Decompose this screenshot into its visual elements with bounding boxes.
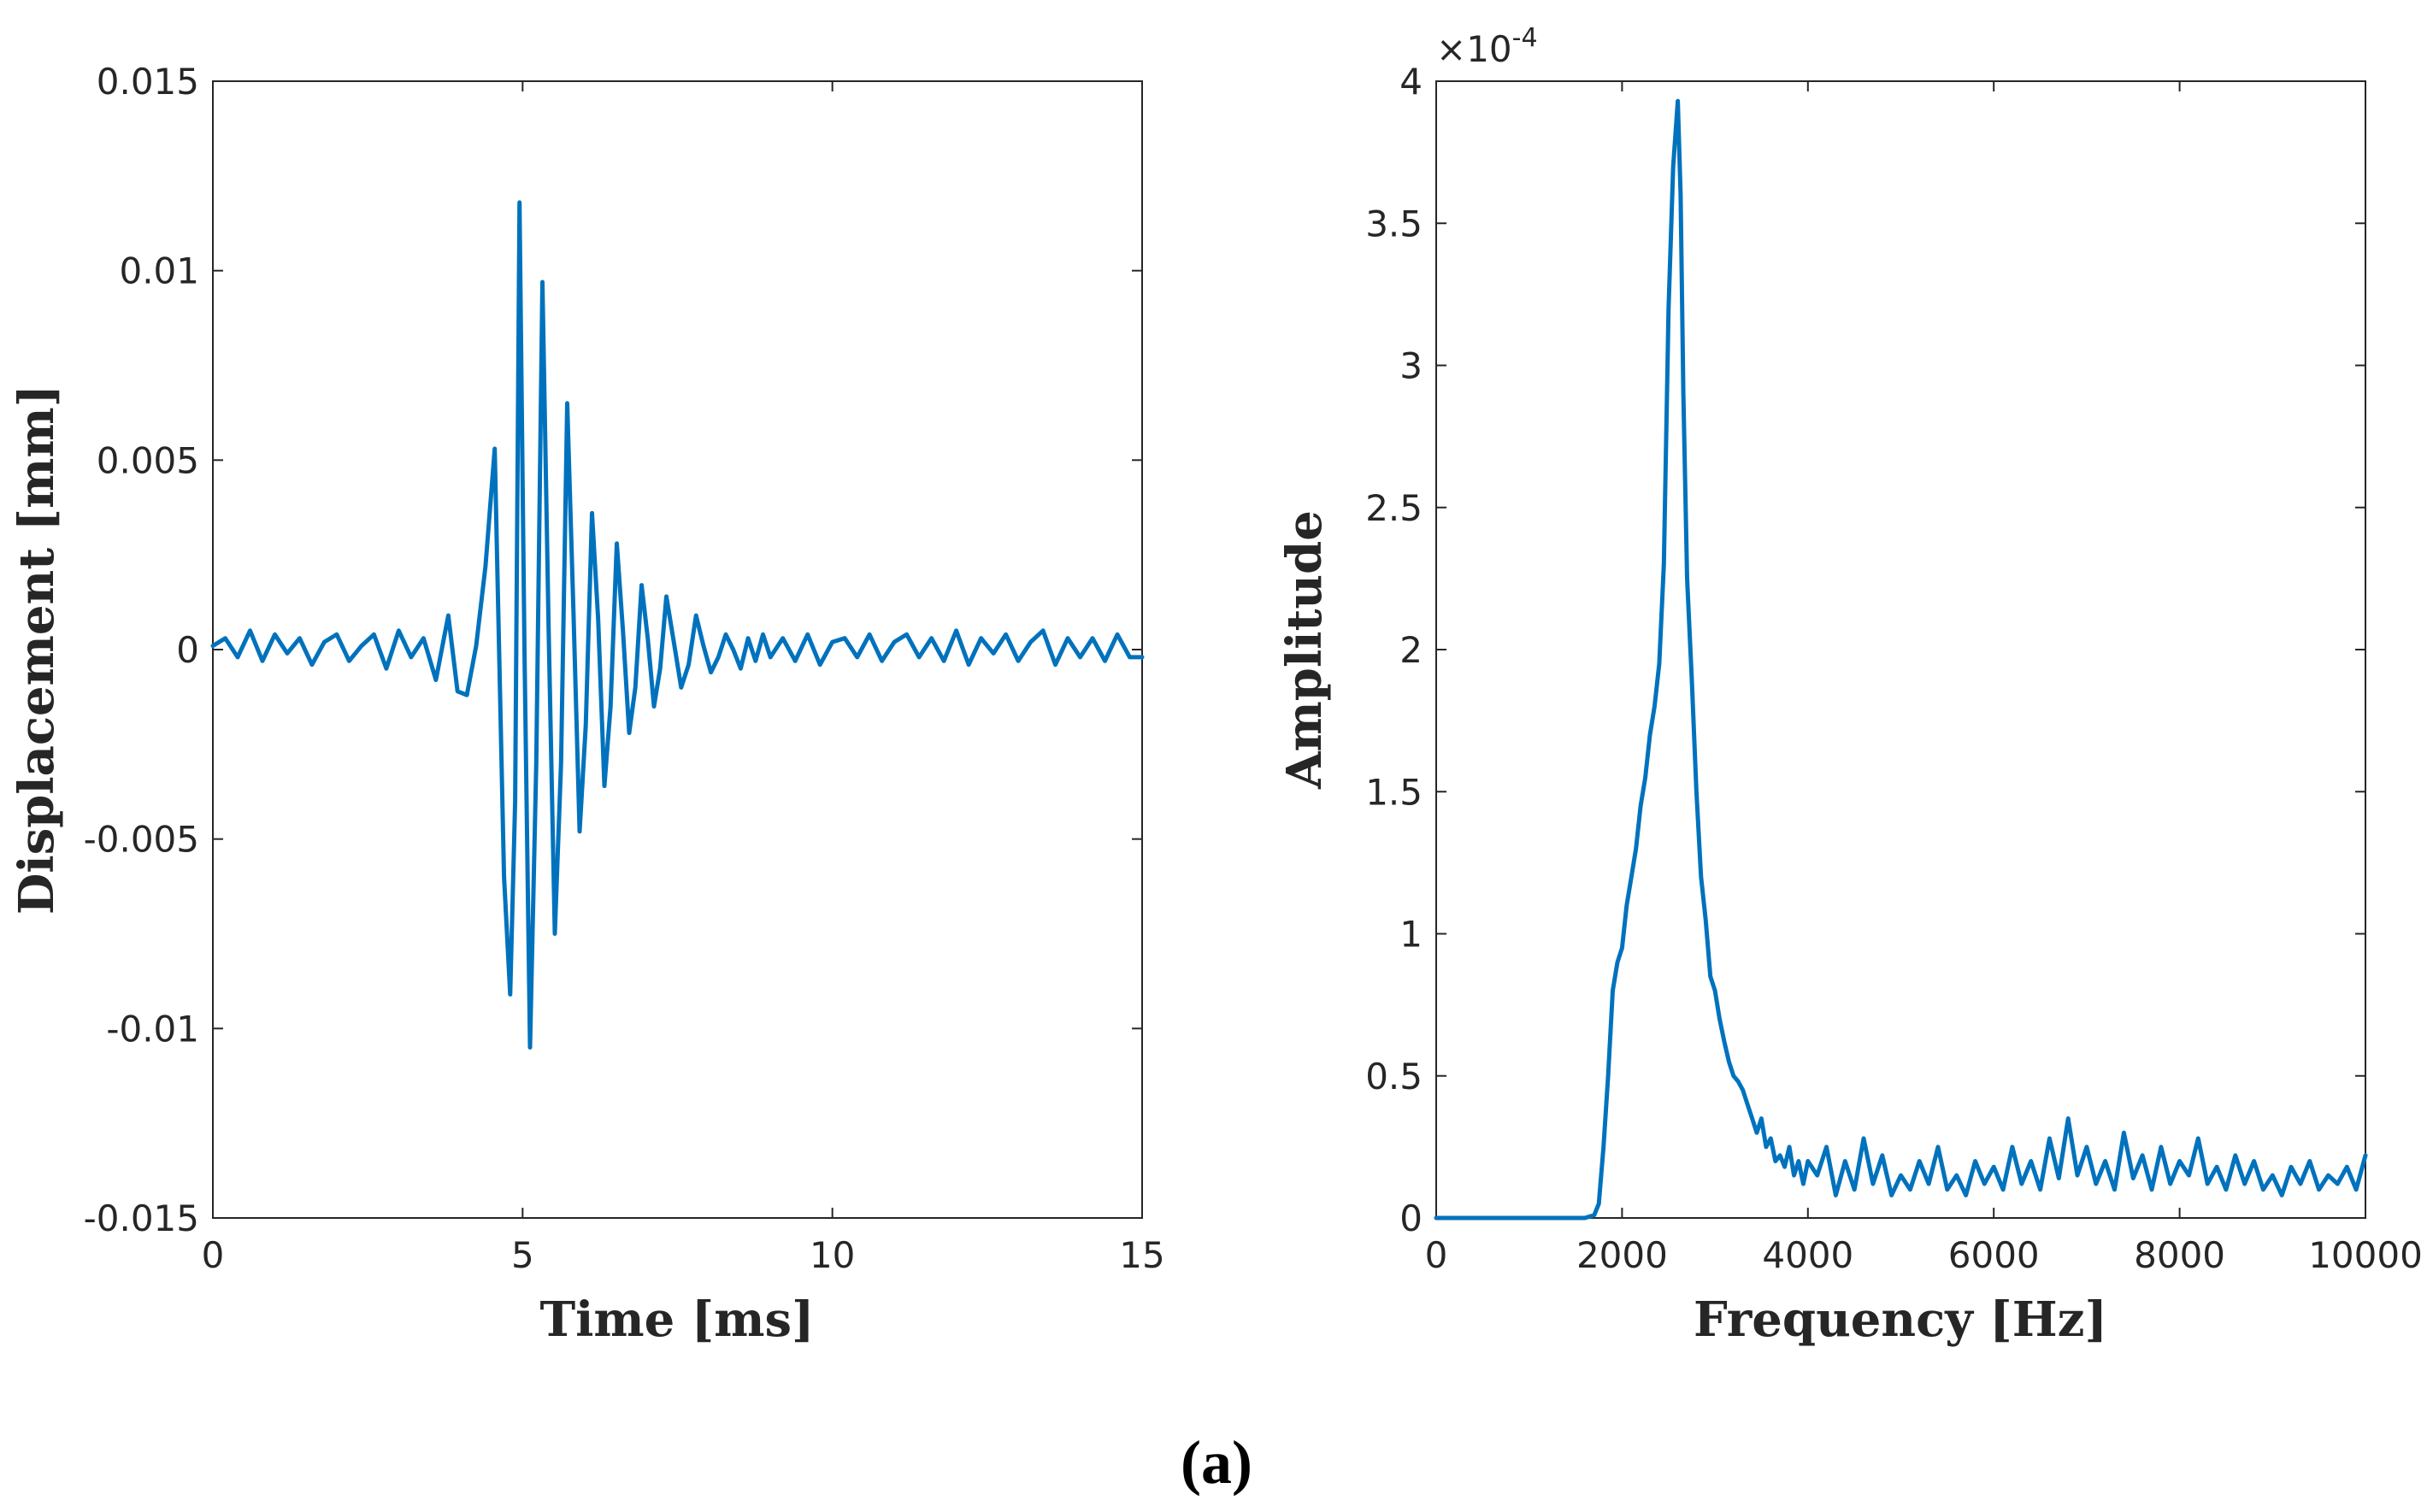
displacement-tick-labels: 0 5 10 15 -0.015 -0.01 -0.005 0 0.005 0.01 0.015 [84,61,1165,1276]
displacement-ticks [212,80,1143,1219]
amplitude-y-tick-label: 3.5 [1365,203,1423,244]
amplitude-tick-labels: 0 2000 4000 6000 8000 10000 0 0.5 1 1.5 2 2.5 3 3.5 4 [1365,61,2423,1276]
amplitude-y-tick-label: 1 [1399,914,1423,956]
displacement-y-tick-label: 0.015 [97,61,199,103]
amplitude-y-tick-label: 1.5 [1365,771,1423,813]
amplitude-y-tick-label: 0 [1399,1197,1423,1239]
amplitude-y-exponent-base: ×10 [1436,28,1512,70]
amplitude-y-tick-label: 3 [1399,345,1423,387]
amplitude-x-axis-title: Frequency [Hz] [1694,1291,2107,1348]
displacement-x-tick-label: 0 [202,1234,225,1276]
displacement-y-tick-label: -0.01 [106,1008,199,1050]
displacement-y-tick-label: 0.005 [97,439,199,481]
displacement-y-axis-title: Displacement [mm] [9,385,65,915]
amplitude-x-tick-label: 8000 [2134,1234,2225,1276]
amplitude-ticks [1435,80,2366,1219]
amplitude-plot-frame [1435,80,2366,1219]
amplitude-x-tick-label: 10000 [2308,1234,2423,1276]
amplitude-x-tick-label: 4000 [1762,1234,1853,1276]
displacement-plot-frame [212,80,1143,1219]
amplitude-chart: 0 2000 4000 6000 8000 1000000.511.522.533.54 … [1276,23,2423,1348]
displacement-series-line [210,200,1145,1050]
displacement-y-tick-label: -0.005 [84,819,199,861]
displacement-y-tick-label: 0 [176,629,199,671]
displacement-x-tick-label: 5 [511,1234,534,1276]
displacement-chart: 0 5 10 15 -0.015 -0.01 -0.005 0 0.005 0.01 0.015 T… [9,61,1165,1348]
amplitude-y-tick-label: 4 [1399,61,1423,103]
amplitude-x-tick-label: 2000 [1576,1234,1668,1276]
amplitude-y-tick-label: 2 [1399,629,1423,671]
amplitude-y-axis-title: Amplitude [1276,510,1333,790]
displacement-x-tick-label: 15 [1119,1234,1164,1276]
amplitude-y-tick-label: 2.5 [1365,487,1423,529]
amplitude-x-tick-label: 6000 [1948,1234,2040,1276]
amplitude-x-tick-label: 0 [1425,1234,1448,1276]
amplitude-y-tick-label: 0.5 [1365,1056,1423,1097]
amplitude-series-line [1434,98,2368,1221]
figure-caption: (a) [1181,1428,1252,1497]
displacement-y-tick-label: 0.01 [119,250,199,292]
amplitude-y-exponent: ×10-4 [1436,23,1538,70]
displacement-x-axis-title: Time [ms] [539,1291,814,1348]
amplitude-y-exponent-power: -4 [1512,23,1538,53]
displacement-y-tick-label: -0.015 [84,1197,199,1239]
displacement-x-tick-label: 10 [810,1234,855,1276]
